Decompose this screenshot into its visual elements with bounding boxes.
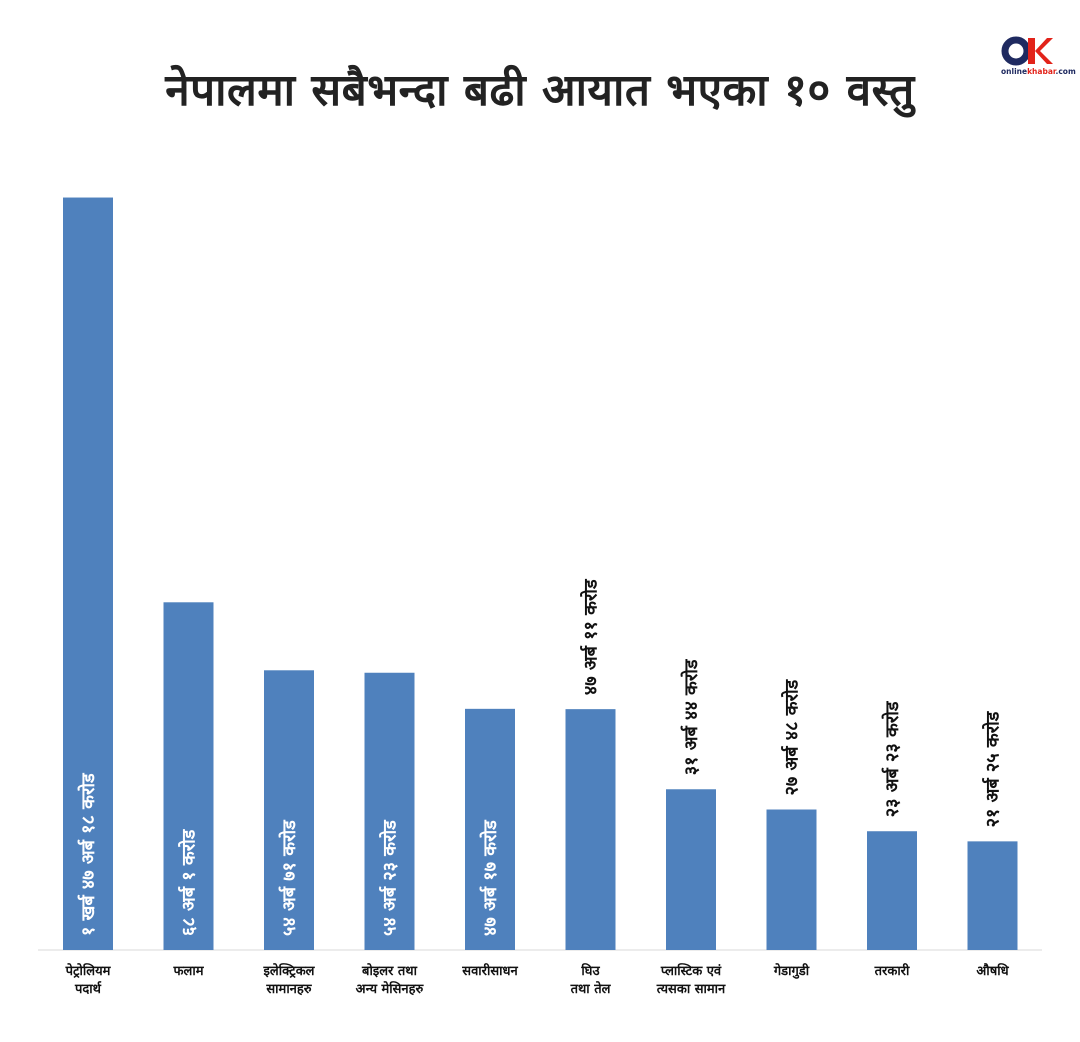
logo-wordmark: onlinekhabar.com (1001, 67, 1076, 76)
category-label-2: फलाम (173, 964, 205, 979)
bar-6 (565, 709, 616, 950)
bar-5 (465, 708, 515, 950)
data-label-8: २७ अर्ब ४८ करोड (781, 678, 803, 795)
data-label-9: २३ अर्ब २३ करोड (881, 700, 903, 817)
ok-logo-icon (1001, 36, 1053, 66)
bar-9 (867, 831, 917, 950)
category-label-line: सवारीसाधन (461, 963, 518, 979)
data-label-4: ५४ अर्ब २३ करोड (379, 819, 401, 936)
category-label-line: बोइलर तथा (361, 963, 418, 979)
category-labels-group: पेट्रोलियम पदार्थ फलाम इलेक्ट्रिकल सामानहरु ब… (65, 963, 1010, 997)
category-label-line: तथा तेल (570, 981, 612, 997)
category-label-line: प्लास्टिक एवं (660, 963, 722, 979)
data-label-3: ५४ अर्ब ७१ करोड (278, 819, 300, 936)
category-label-line: औषधि (976, 963, 1009, 979)
bar-7 (666, 789, 716, 950)
category-label-line: पदार्थ (74, 981, 102, 997)
onlinekhabar-logo: onlinekhabar.com (1001, 36, 1076, 76)
bar-3 (264, 670, 314, 950)
data-label-1: १ खर्ब ४७ अर्ब १८ करोड (77, 772, 99, 936)
category-label-7: प्लास्टिक एवं त्यसका सामान (656, 963, 726, 997)
data-label-6: ४७ अर्ब ११ करोड (580, 578, 602, 695)
data-labels-group: १ खर्ब ४७ अर्ब १८ करोड ६८ अर्ब १ करोड ५४ अ… (77, 578, 1004, 936)
category-label-line: त्यसका सामान (656, 982, 726, 997)
logo-word-khabar: khabar (1027, 67, 1056, 76)
category-label-line: फलाम (173, 964, 205, 979)
category-label-3: इलेक्ट्रिकल सामानहरु (263, 963, 316, 997)
bar-4 (364, 672, 415, 950)
data-label-7: ३१ अर्ब ४४ करोड (680, 658, 702, 775)
category-label-5: सवारीसाधन (461, 963, 518, 979)
category-label-1: पेट्रोलियम पदार्थ (65, 963, 112, 997)
bar-10 (967, 841, 1018, 950)
category-label-line: अन्य मेसिनहरु (356, 981, 425, 997)
category-label-4: बोइलर तथा अन्य मेसिनहरु (356, 963, 425, 997)
data-label-10: २१ अर्ब २५ करोड (982, 710, 1004, 827)
category-label-6: घिउ तथा तेल (570, 963, 612, 997)
category-label-8: गेडागुडी (773, 963, 810, 979)
data-label-2: ६८ अर्ब १ करोड (178, 828, 200, 936)
category-label-line: तरकारी (874, 963, 910, 979)
category-label-line: इलेक्ट्रिकल (263, 963, 316, 979)
category-label-9: तरकारी (874, 963, 910, 979)
data-label-5: ४७ अर्ब १७ करोड (479, 819, 501, 936)
category-label-line: घिउ (580, 963, 600, 979)
bar-2 (163, 602, 214, 950)
logo-word-online: online (1001, 67, 1028, 76)
category-label-line: पेट्रोलियम (65, 963, 112, 979)
chart-title: नेपालमा सबैभन्दा बढी आयात भएका १० वस्तु (165, 65, 915, 116)
bar-1 (63, 197, 113, 951)
category-label-line: सामानहरु (265, 982, 312, 997)
logo-word-suffix: .com (1055, 67, 1076, 76)
category-label-10: औषधि (976, 963, 1009, 979)
category-label-line: गेडागुडी (773, 963, 810, 979)
bar-8 (766, 809, 817, 950)
bars-group (63, 197, 1018, 951)
